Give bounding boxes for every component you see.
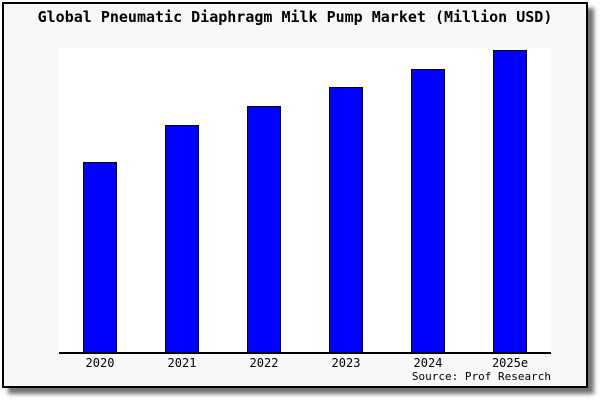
bar-2024 [411, 69, 445, 352]
bar-slot-2023 [305, 48, 387, 352]
bar-slot-2022 [223, 48, 305, 352]
x-tick-label-2023: 2023 [331, 356, 361, 370]
chart-title: Global Pneumatic Diaphragm Milk Pump Mar… [37, 8, 553, 26]
source-text: Source: Prof Research [411, 370, 551, 383]
x-axis-labels: 2020 2021 2022 2023 2024 2025e [59, 356, 551, 370]
plot-area [59, 48, 551, 354]
x-tick-label-2021: 2021 [167, 356, 197, 370]
bar-2023 [329, 87, 363, 352]
x-tick-label-2024: 2024 [413, 356, 443, 370]
x-tick-label-2020: 2020 [85, 356, 115, 370]
x-tick-label-2025e: 2025e [491, 356, 529, 370]
bar-slot-2021 [141, 48, 223, 352]
bar-2021 [165, 125, 199, 352]
x-tick-label-2022: 2022 [249, 356, 279, 370]
bar-2025e [493, 50, 527, 352]
chart-frame: Global Pneumatic Diaphragm Milk Pump Mar… [2, 2, 588, 388]
bar-2020 [83, 162, 117, 352]
bar-slot-2024 [387, 48, 469, 352]
bar-2022 [247, 106, 281, 352]
bar-slot-2025e [469, 48, 551, 352]
bar-slot-2020 [59, 48, 141, 352]
